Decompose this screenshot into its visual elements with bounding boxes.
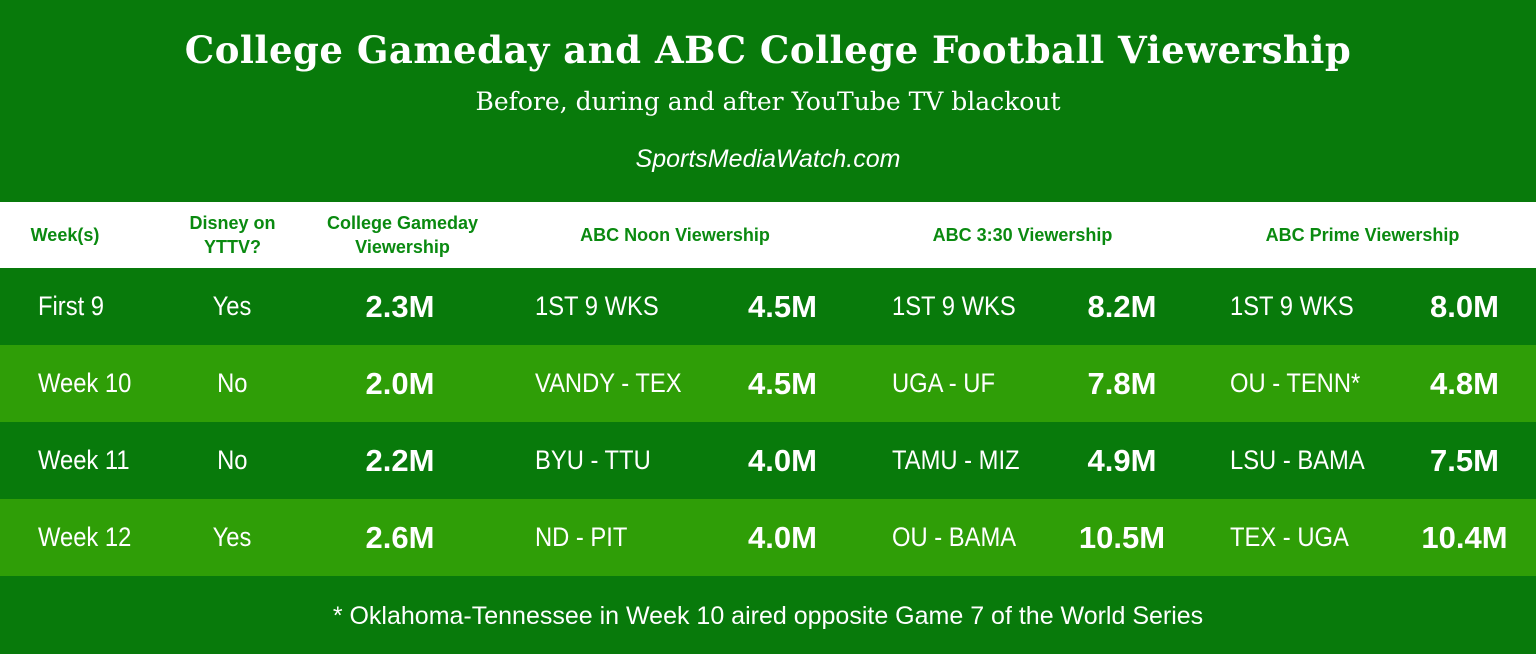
column-header-disney: Disney on YTTV? [189,213,276,257]
week-cell: First 9 [38,291,105,321]
table-row: Week 11 No 2.2M BYU - TTU 4.0M TAMU - MI… [0,422,1536,499]
week-cell: Week 11 [38,445,130,475]
noon-game: BYU - TTU [535,445,651,475]
330-value: 8.2M [1087,288,1157,324]
column-header-330: ABC 3:30 Viewership [932,225,1113,245]
gameday-value: 2.3M [365,288,435,324]
noon-game: ND - PIT [535,522,628,552]
gameday-value: 2.2M [365,442,435,478]
footnote: * Oklahoma-Tennessee in Week 10 aired op… [0,578,1536,654]
prime-game: 1ST 9 WKS [1230,291,1354,321]
header: College Gameday and ABC College Football… [0,0,1536,202]
source-credit: SportsMediaWatch.com [635,145,901,173]
prime-game: LSU - BAMA [1230,445,1365,475]
prime-value: 7.5M [1430,442,1499,478]
page-title: College Gameday and ABC College Football… [184,28,1352,72]
330-value: 4.9M [1087,442,1157,478]
noon-value: 4.5M [748,288,817,324]
prime-value: 10.4M [1421,519,1508,555]
table-row: Week 12 Yes 2.6M ND - PIT 4.0M OU - BAMA… [0,499,1536,576]
noon-value: 4.0M [748,442,817,478]
noon-value: 4.5M [748,365,817,401]
noon-value: 4.0M [748,519,817,555]
week-cell: Week 10 [38,368,132,398]
disney-cell: Yes [213,291,252,321]
330-game: OU - BAMA [892,522,1017,552]
330-value: 7.8M [1087,365,1157,401]
prime-game: OU - TENN* [1230,368,1361,398]
column-header-prime: ABC Prime Viewership [1265,225,1460,245]
table-row: Week 10 No 2.0M VANDY - TEX 4.5M UGA - U… [0,345,1536,422]
330-game: 1ST 9 WKS [892,291,1016,321]
330-game: TAMU - MIZ [892,445,1020,475]
prime-game: TEX - UGA [1230,522,1349,552]
prime-value: 4.8M [1430,365,1499,401]
table-row: First 9 Yes 2.3M 1ST 9 WKS 4.5M 1ST 9 WK… [0,268,1536,345]
prime-value: 8.0M [1430,288,1499,324]
column-header-gameday: College Gameday Viewership [326,213,479,257]
330-game: UGA - UF [892,368,995,398]
disney-cell: Yes [213,522,252,552]
week-cell: Week 12 [38,522,132,552]
noon-game: 1ST 9 WKS [535,291,659,321]
noon-game: VANDY - TEX [535,368,682,398]
table-header: Week(s) Disney on YTTV? College Gameday … [0,202,1536,268]
330-value: 10.5M [1078,519,1166,555]
column-header-week: Week(s) [30,225,100,245]
column-header-noon: ABC Noon Viewership [580,225,770,245]
disney-cell: No [217,368,248,398]
gameday-value: 2.6M [365,519,435,555]
page-subtitle: Before, during and after YouTube TV blac… [475,87,1061,116]
gameday-value: 2.0M [365,365,435,401]
disney-cell: No [217,445,248,475]
